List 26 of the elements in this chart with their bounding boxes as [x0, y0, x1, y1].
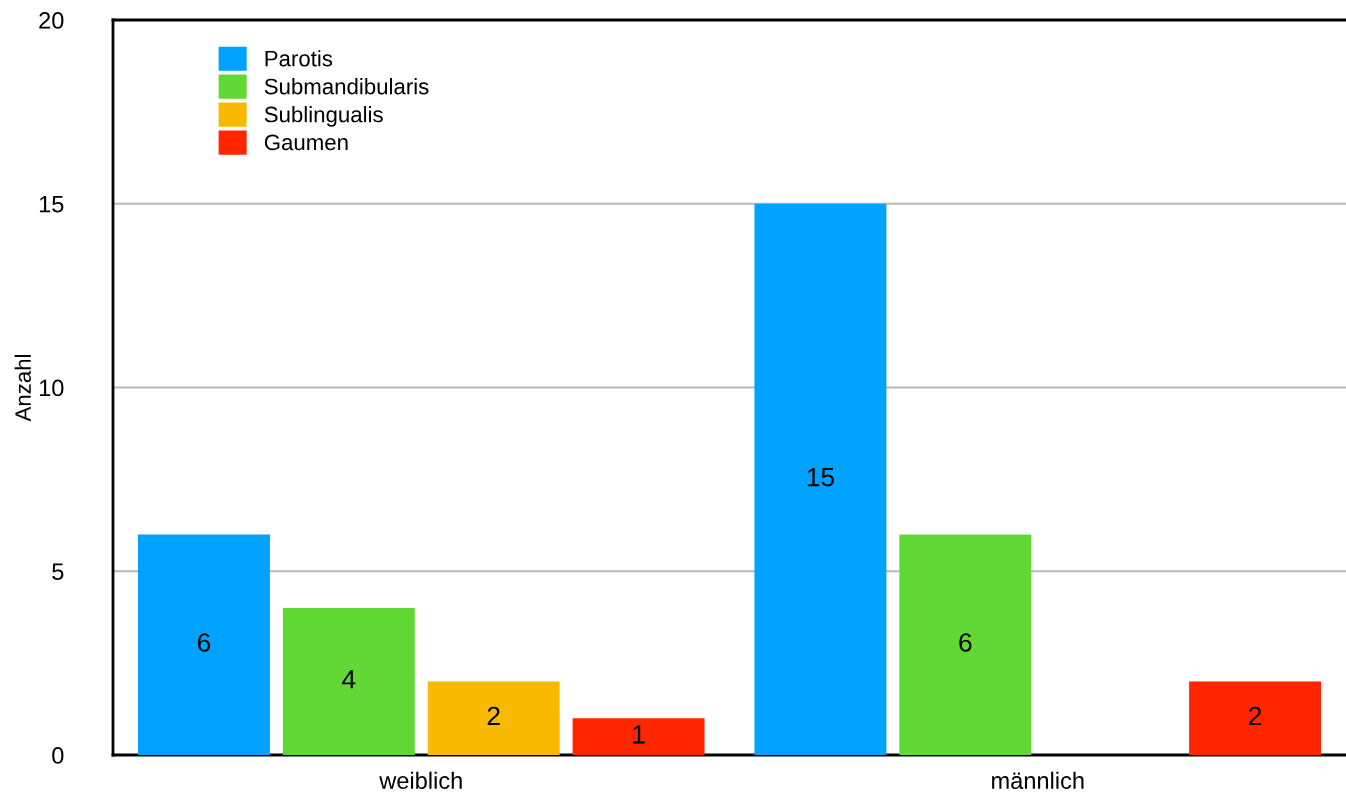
x-tick-label: männlich — [992, 771, 1084, 790]
data-label: 2 — [487, 706, 500, 726]
y-tick-label: 15 — [39, 196, 64, 213]
data-label: 6 — [197, 633, 211, 652]
y-tick-label: 5 — [52, 563, 64, 581]
legend-label: Sublingualis — [264, 106, 383, 127]
y-tick-label: 10 — [39, 379, 64, 397]
data-label: 1 — [633, 725, 645, 744]
legend-label: Submandibularis — [264, 78, 429, 95]
data-label: 6 — [959, 633, 972, 652]
bar — [427, 681, 560, 755]
bar — [137, 534, 270, 755]
legend-label: Parotis — [265, 50, 333, 67]
legend-label: Gaumen — [264, 134, 348, 151]
data-label: 15 — [807, 468, 834, 487]
bar — [899, 534, 1032, 755]
x-tick-label: weiblich — [379, 771, 462, 790]
y-axis-title: Anzahl — [14, 355, 31, 422]
bar — [572, 718, 705, 755]
y-tick-label: 20 — [39, 12, 64, 29]
bar — [1189, 681, 1322, 755]
data-label: 2 — [1249, 706, 1262, 726]
y-tick-label: 0 — [52, 747, 64, 764]
data-label: 4 — [342, 670, 356, 689]
bar — [754, 203, 887, 755]
bar — [282, 608, 415, 755]
